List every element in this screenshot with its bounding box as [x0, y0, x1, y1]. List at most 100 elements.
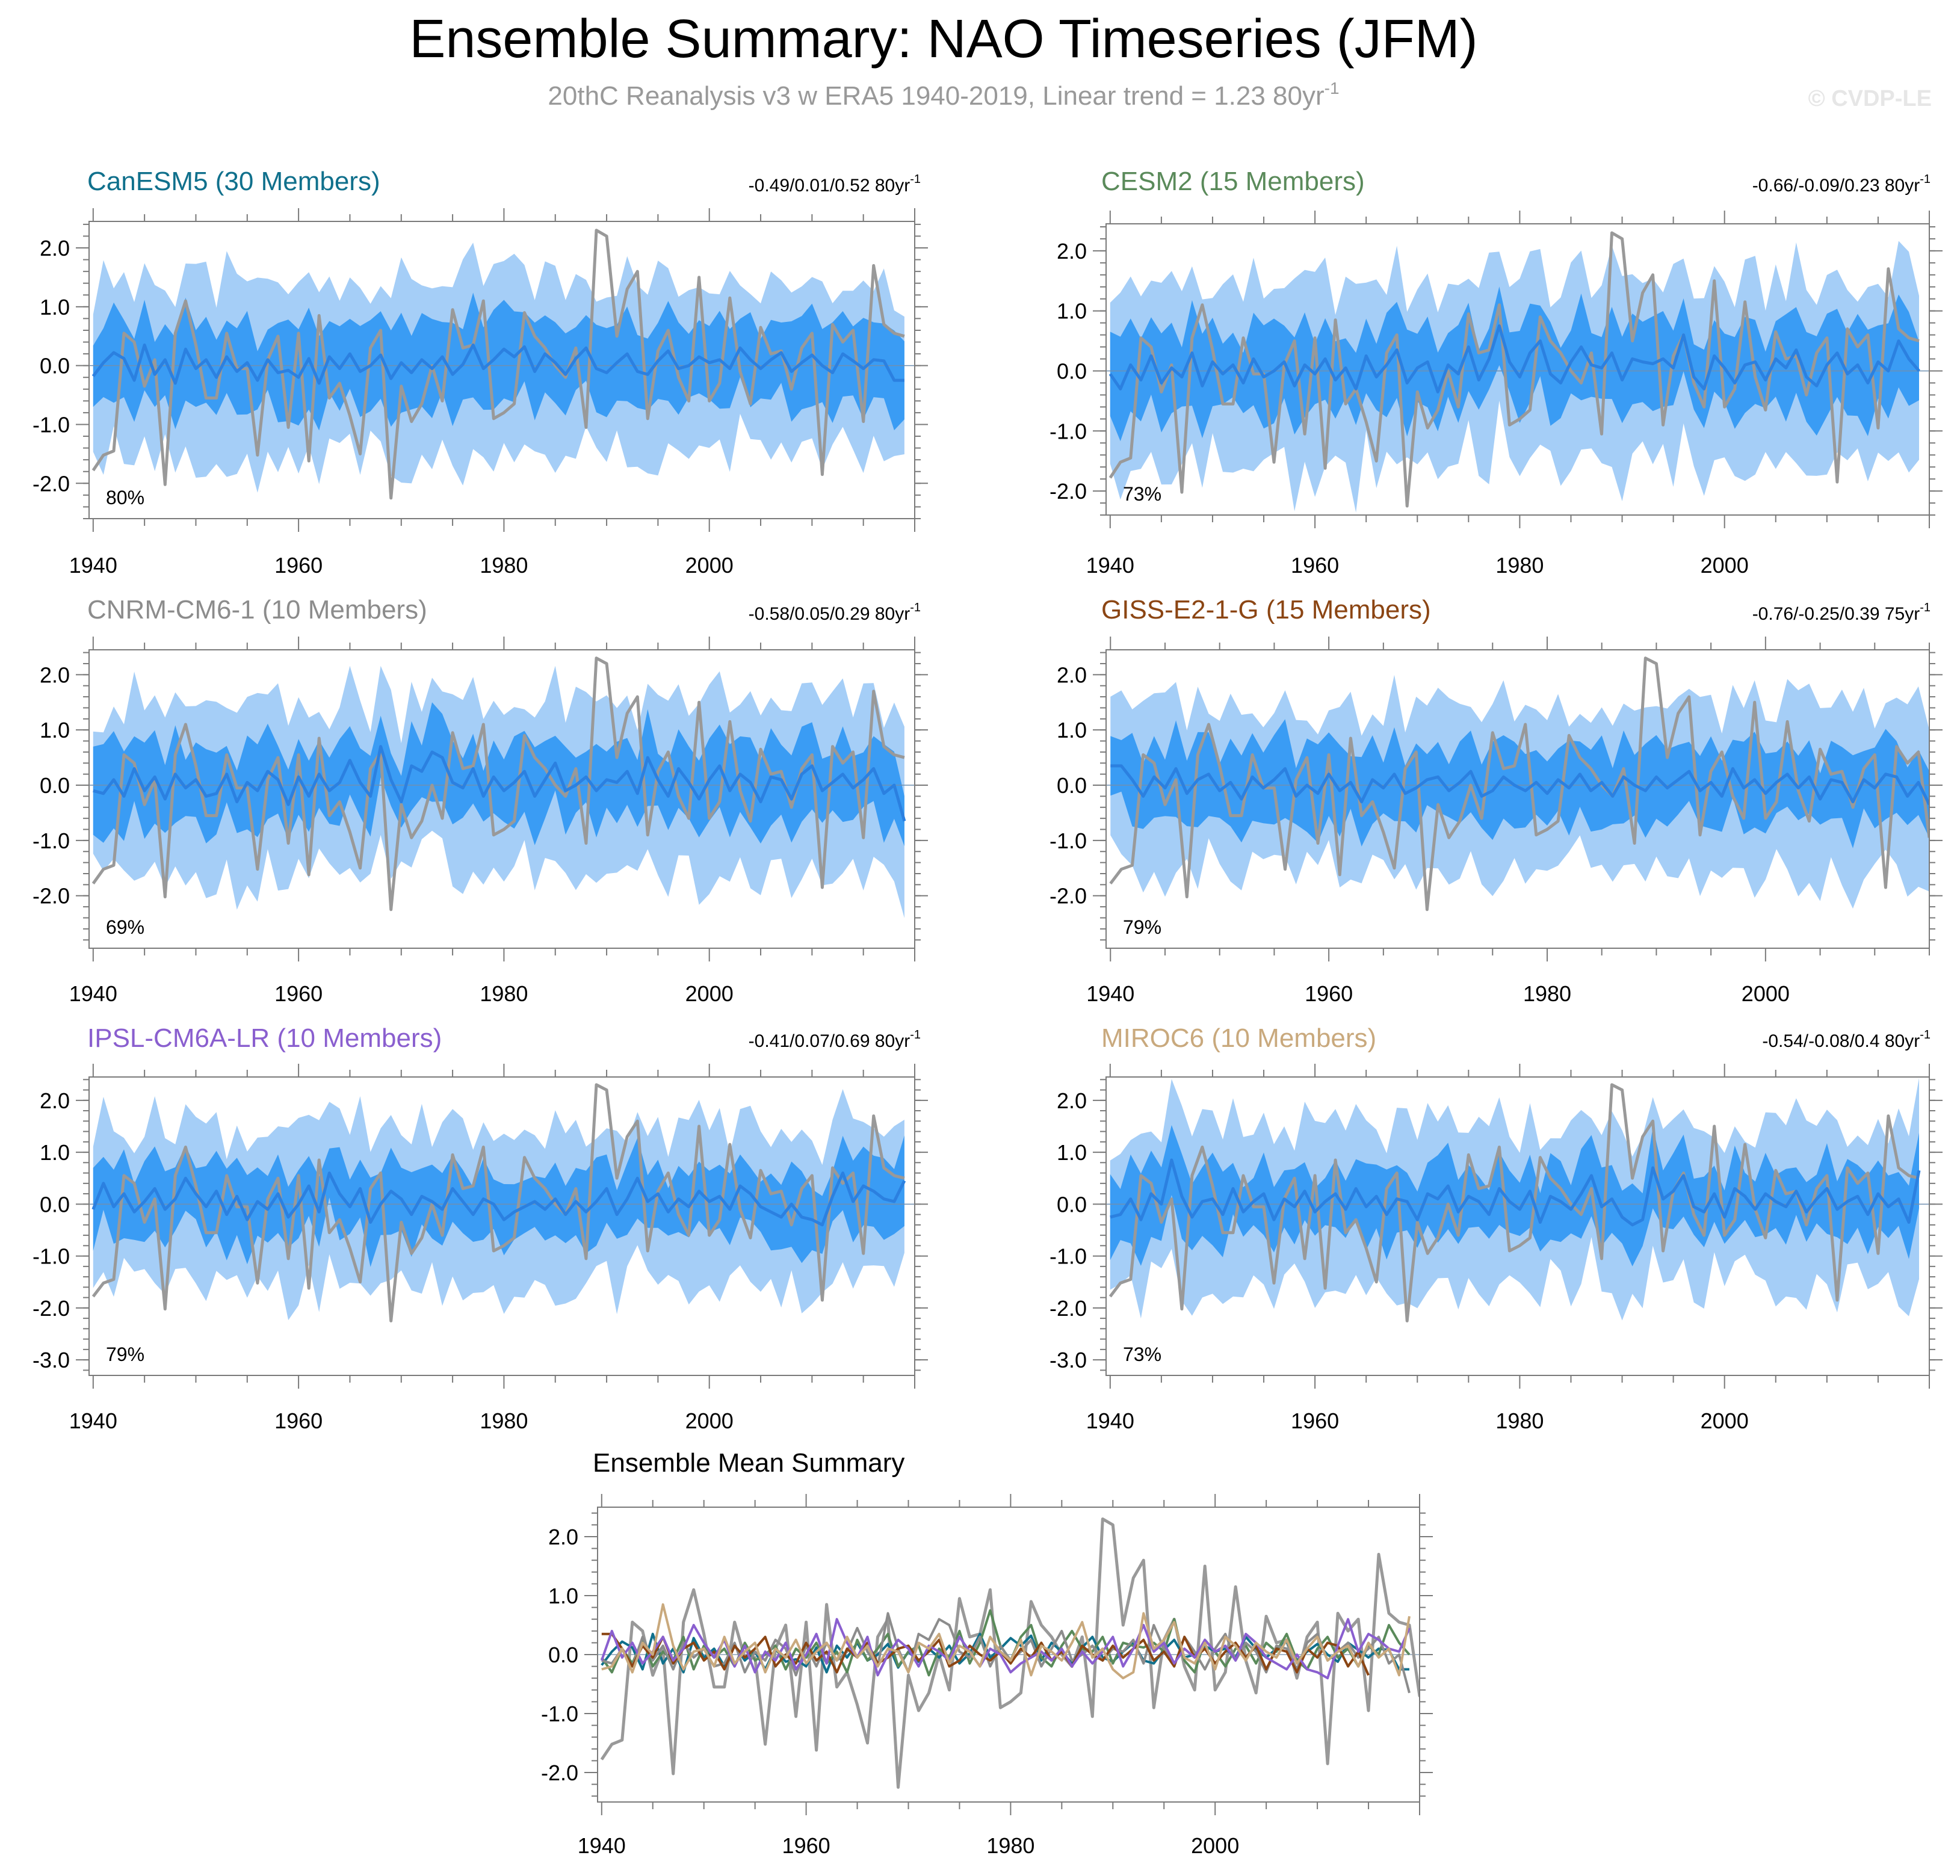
y-tick-label: 1.0 [40, 295, 70, 319]
x-tick-label: 2000 [1742, 981, 1790, 1006]
percent-label: 73% [1123, 1344, 1161, 1365]
plot-frame [88, 221, 915, 519]
x-tick-label: 1940 [69, 553, 117, 578]
subtitle-text: 20thC Reanalysis v3 w ERA5 1940-2019, Li… [548, 81, 1324, 111]
x-tick-label: 2000 [1701, 553, 1749, 578]
plot-area [1106, 656, 1929, 912]
trend-label: -0.66/-0.09/0.23 80yr-1 [1752, 173, 1931, 196]
y-tick-label: 0.0 [1057, 1192, 1087, 1217]
y-tick-label: -1.0 [1050, 419, 1087, 443]
y-tick-label: 0.0 [40, 773, 70, 798]
percent-label: 69% [106, 916, 144, 938]
y-tick-label: 2.0 [40, 662, 70, 687]
y-tick-label: -3.0 [32, 1348, 70, 1372]
y-tick-label: 0.0 [548, 1643, 578, 1667]
plot-area [598, 1517, 1420, 1789]
panel-title: CNRM-CM6-1 (10 Members) [87, 595, 427, 625]
y-tick-label: 1.0 [40, 718, 70, 742]
y-tick-label: -2.0 [1050, 1296, 1087, 1321]
plot-frame [88, 1076, 915, 1376]
ensemble-mean-line [1108, 324, 1920, 393]
y-tick-label: -1.0 [1050, 1244, 1087, 1269]
y-tick-label: -2.0 [32, 1296, 70, 1321]
plot-area [89, 1083, 915, 1322]
x-tick-label: 1940 [1086, 553, 1134, 578]
y-tick-label: 2.0 [40, 1088, 70, 1113]
x-tick-label: 1980 [480, 981, 528, 1006]
observations-line [91, 229, 905, 500]
percent-label: 80% [106, 487, 144, 508]
x-tick-label: 1960 [274, 553, 323, 578]
x-tick-label: 1960 [274, 1409, 323, 1433]
y-tick-label: 2.0 [1057, 662, 1087, 687]
x-tick-label: 1960 [782, 1833, 830, 1858]
panel-title: Ensemble Mean Summary [593, 1448, 904, 1478]
x-tick-label: 1980 [480, 1409, 528, 1433]
plot-frame [88, 649, 915, 949]
x-tick-label: 1960 [1291, 553, 1339, 578]
x-tick-label: 2000 [1701, 1409, 1749, 1433]
panel-5: IPSL-CM6A-LR (10 Members) -0.41/0.07/0.69… [32, 1023, 928, 1433]
figure-subtitle: 20thC Reanalysis v3 w ERA5 1940-2019, Li… [548, 79, 1339, 111]
panels: CanESM5 (30 Members) -0.49/0.01/0.52 80yr… [32, 167, 1943, 1858]
y-tick-label: 0.0 [40, 354, 70, 378]
x-tick-label: 1940 [578, 1833, 626, 1858]
ensemble-mean-line [1110, 764, 1929, 806]
trend-label: -0.41/0.07/0.69 80yr-1 [749, 1028, 921, 1051]
x-tick-label: 1940 [69, 1409, 117, 1433]
y-tick-label: -2.0 [32, 884, 70, 909]
x-tick-label: 1960 [274, 981, 323, 1006]
x-tick-label: 1980 [986, 1833, 1034, 1858]
watermark: © CVDP-LE [1808, 86, 1932, 111]
panel-title: MIROC6 (10 Members) [1101, 1023, 1376, 1053]
plot-frame [1105, 649, 1930, 949]
y-tick-label: -2.0 [1050, 884, 1087, 909]
x-tick-label: 1980 [1495, 1409, 1544, 1433]
panel-6: MIROC6 (10 Members) -0.54/-0.08/0.4 80yr-… [1050, 1023, 1943, 1433]
x-tick-label: 2000 [685, 981, 734, 1006]
y-tick-label: -1.0 [32, 828, 70, 853]
inner-spread-band [93, 292, 904, 431]
trend-label: -0.49/0.01/0.52 80yr-1 [749, 173, 921, 196]
subtitle-superscript: -1 [1325, 79, 1340, 97]
y-tick-label: 1.0 [1057, 299, 1087, 324]
panel-7: Ensemble Mean Summary 2.0 1.0 0.0 -1.0 -2.0 19… [541, 1448, 1433, 1858]
y-tick-label: 1.0 [1057, 718, 1087, 742]
ensemble-mean-line [93, 745, 906, 822]
ensemble-mean-line [91, 343, 904, 385]
plot-frame [1105, 223, 1930, 516]
figure-title: Ensemble Summary: NAO Timeseries (JFM) [409, 9, 1477, 69]
y-tick-label: 1.0 [40, 1140, 70, 1165]
x-tick-label: 1980 [1523, 981, 1571, 1006]
y-tick-label: 1.0 [548, 1584, 578, 1608]
inner-spread-band [93, 702, 904, 847]
trend-label: -0.54/-0.08/0.4 80yr-1 [1762, 1028, 1931, 1051]
panel-3: CNRM-CM6-1 (10 Members) -0.58/0.05/0.29 8… [32, 595, 928, 1006]
inner-spread-band [1110, 1125, 1919, 1267]
y-tick-label: -2.0 [32, 471, 70, 496]
percent-label: 73% [1123, 483, 1161, 505]
observations-line [1108, 231, 1920, 508]
y-tick-label: 1.0 [1057, 1140, 1087, 1165]
x-tick-label: 1960 [1291, 1409, 1339, 1433]
y-tick-label: 0.0 [40, 1192, 70, 1217]
panel-title: IPSL-CM6A-LR (10 Members) [87, 1023, 442, 1053]
panel-1: CanESM5 (30 Members) -0.49/0.01/0.52 80yr… [32, 167, 928, 578]
y-tick-label: 0.0 [1057, 359, 1087, 383]
x-tick-label: 1960 [1305, 981, 1353, 1006]
y-tick-label: -1.0 [541, 1702, 578, 1726]
plot-area [1106, 231, 1929, 513]
y-tick-label: -2.0 [1050, 479, 1087, 504]
x-tick-label: 1980 [1495, 553, 1544, 578]
y-tick-label: 2.0 [40, 236, 70, 261]
y-tick-label: 2.0 [548, 1525, 578, 1549]
x-tick-label: 1980 [480, 553, 528, 578]
x-tick-label: 2000 [1191, 1833, 1239, 1858]
x-tick-label: 1940 [1086, 1409, 1134, 1433]
ensemble-mean-line [91, 1171, 906, 1227]
observations-line [91, 1083, 905, 1322]
plot-area [89, 229, 915, 500]
observations-line [91, 656, 905, 912]
y-tick-label: 0.0 [1057, 773, 1087, 798]
